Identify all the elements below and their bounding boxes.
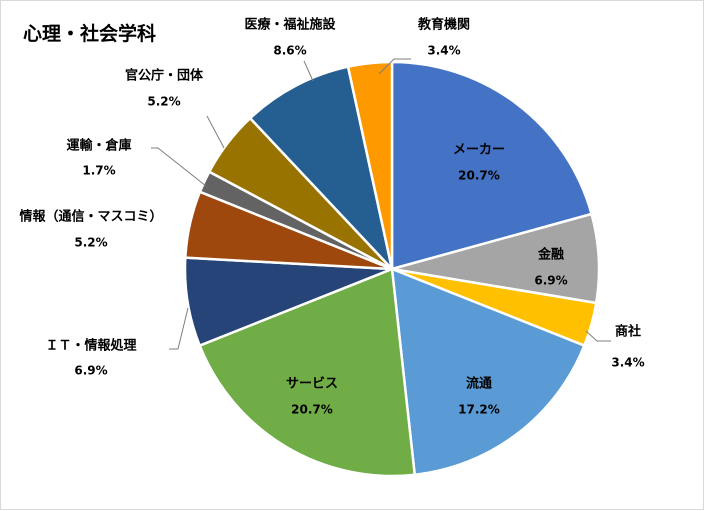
slice-label-3: 商社 bbox=[615, 324, 641, 340]
leader-line-3 bbox=[585, 330, 611, 342]
pie-slice-11 bbox=[346, 60, 394, 271]
leader-line-9 bbox=[206, 115, 225, 149]
slice-label-8: 運輸・倉庫 bbox=[66, 138, 131, 154]
slice-value-8: 1.7% bbox=[82, 164, 115, 178]
slice-value-9: 5.2% bbox=[147, 95, 180, 109]
slice-label-2: 金融 bbox=[537, 247, 564, 263]
slice-label-11: 教育機関 bbox=[417, 17, 470, 33]
slice-value-3: 3.4% bbox=[611, 356, 644, 370]
slice-value-5: 20.7% bbox=[291, 403, 333, 417]
slice-value-11: 3.4% bbox=[427, 44, 460, 58]
slice-value-6: 6.9% bbox=[74, 364, 107, 378]
slice-label-6: ＩＴ・情報処理 bbox=[45, 338, 136, 354]
slice-value-2: 6.9% bbox=[534, 274, 567, 288]
slice-value-4: 17.2% bbox=[458, 403, 500, 417]
pie-slice-1 bbox=[390, 60, 593, 271]
leader-line-6 bbox=[169, 307, 189, 350]
slice-label-7: 情報（通信・マスコミ） bbox=[19, 209, 162, 225]
leader-line-10 bbox=[303, 60, 314, 82]
slice-label-5: サービス bbox=[286, 376, 338, 392]
slice-value-1: 20.7% bbox=[458, 169, 500, 183]
chart-title: 心理・社会学科 bbox=[23, 23, 157, 45]
slice-label-10: 医療・福祉施設 bbox=[244, 17, 336, 33]
slice-label-9: 官公庁・団体 bbox=[125, 68, 204, 84]
pie-slice-4 bbox=[390, 267, 586, 476]
pie-slice-5 bbox=[198, 267, 416, 478]
leader-line-8 bbox=[151, 147, 207, 187]
leader-line-11 bbox=[378, 58, 411, 75]
slice-label-1: メーカー bbox=[453, 143, 505, 158]
slice-value-10: 8.6% bbox=[273, 44, 306, 58]
slice-value-7: 5.2% bbox=[74, 236, 107, 250]
pie-slice-10 bbox=[248, 65, 394, 271]
slice-label-4: 流通 bbox=[466, 376, 492, 392]
